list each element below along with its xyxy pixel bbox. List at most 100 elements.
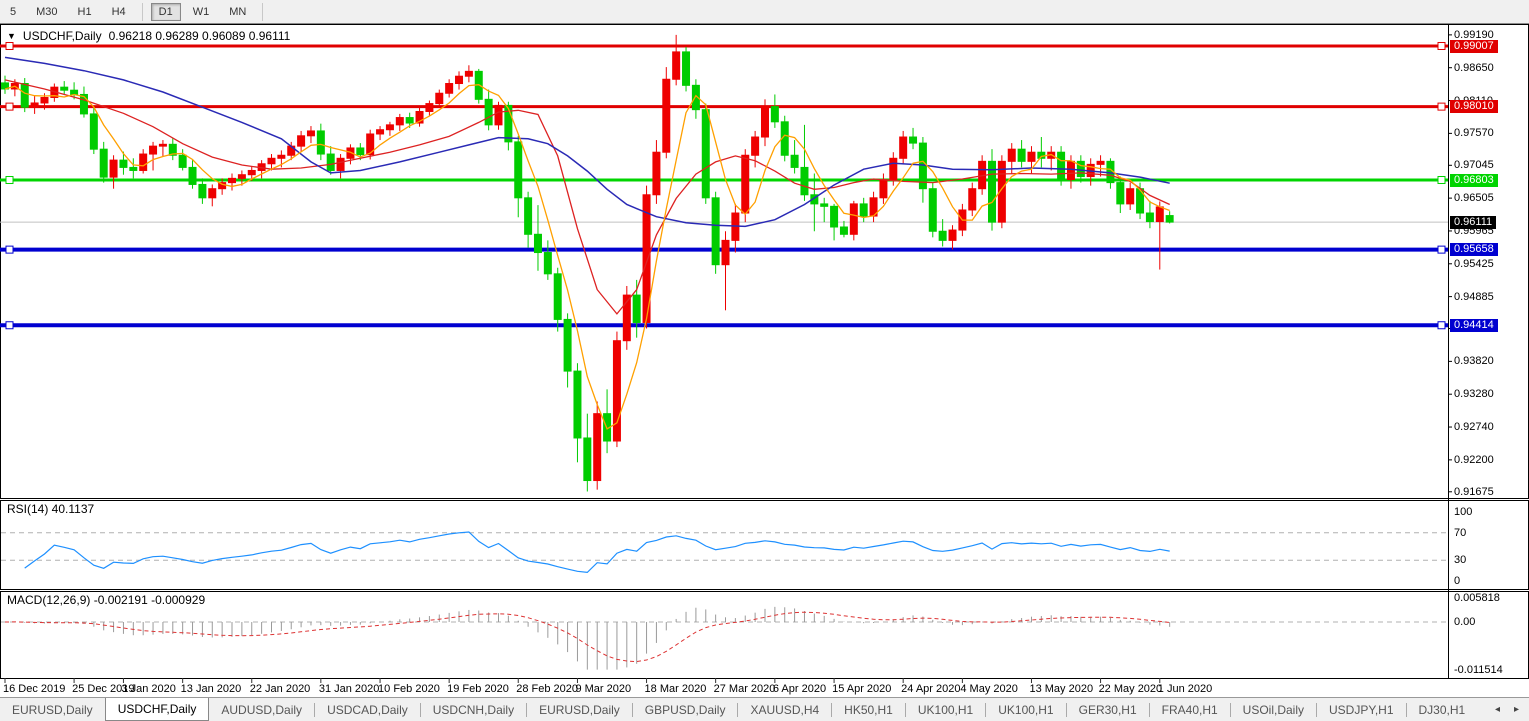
- line-handle[interactable]: [1437, 102, 1446, 111]
- candle-body: [425, 103, 434, 112]
- date-tick-label: 18 Mar 2020: [644, 683, 707, 695]
- price-chart[interactable]: ▼ USDCHF,Daily 0.96218 0.96289 0.96089 0…: [0, 24, 1529, 697]
- tab-separator: [1065, 702, 1067, 717]
- candle-body: [553, 273, 562, 320]
- chart-tab-usdjpy-h1[interactable]: USDJPY,H1: [1329, 702, 1394, 717]
- candle-body: [889, 157, 898, 181]
- chart-tab-eurusd-daily[interactable]: EURUSD,Daily: [539, 702, 620, 717]
- candle-body: [612, 340, 621, 442]
- price-tick-label: 0.92740: [1454, 421, 1494, 434]
- hline-price-label: 0.99007: [1450, 39, 1498, 53]
- candle-body: [1007, 148, 1016, 162]
- chart-tab-bar: EURUSD,Daily USDCHF,Daily AUDUSD,Daily USDC…: [0, 697, 1529, 721]
- candle-body: [178, 154, 187, 168]
- chart-tab-usoil-daily[interactable]: USOil,Daily: [1242, 702, 1305, 717]
- timeframe-button-h4[interactable]: H4: [111, 5, 126, 18]
- candle-body: [20, 83, 29, 108]
- line-handle[interactable]: [1437, 245, 1446, 254]
- chart-symbol-label: USDCHF,Daily: [22, 29, 102, 43]
- candle-body: [1076, 160, 1085, 178]
- candle-body: [297, 135, 306, 147]
- price-tick-label: 0.91675: [1454, 485, 1494, 498]
- candle-body: [751, 136, 760, 156]
- candle-body: [830, 205, 839, 228]
- candlesticks: [1, 34, 1174, 492]
- candle-body: [948, 229, 957, 241]
- candle-body: [899, 136, 908, 159]
- date-tick-label: 13 Jan 2020: [180, 683, 242, 695]
- date-tick-label: 27 Mar 2020: [713, 683, 776, 695]
- pane-border: [0, 24, 1529, 499]
- timeframe-button-w1[interactable]: W1: [192, 5, 210, 18]
- macd-axis-label: 0.00: [1454, 616, 1476, 628]
- tab-separator: [1316, 702, 1318, 717]
- line-handle[interactable]: [5, 245, 14, 254]
- chart-tab-usdcad-daily[interactable]: USDCAD,Daily: [327, 702, 408, 717]
- tab-scroll-arrows: ◂ ▸: [1495, 698, 1529, 721]
- chart-tab-xauusd-h4[interactable]: XAUUSD,H4: [750, 702, 820, 717]
- chart-tab-usdcnh-daily[interactable]: USDCNH,Daily: [432, 702, 515, 717]
- chart-tab-audusd-daily[interactable]: AUDUSD,Daily: [221, 702, 303, 717]
- line-handle[interactable]: [1437, 176, 1446, 185]
- tab-scroll-right-button[interactable]: ▸: [1513, 704, 1519, 715]
- tab-separator: [1405, 702, 1407, 717]
- rsi-line: [24, 531, 1170, 574]
- line-handle[interactable]: [5, 102, 14, 111]
- candle-body: [139, 153, 148, 171]
- candle-body: [1057, 151, 1066, 181]
- chart-tab-uk100-h1[interactable]: UK100,H1: [917, 702, 974, 717]
- timeframe-button-d1[interactable]: D1: [150, 2, 181, 21]
- line-handle[interactable]: [5, 321, 14, 330]
- candle-body: [445, 83, 454, 94]
- date-tick-label: 28 Feb 2020: [516, 683, 579, 695]
- chart-canvas[interactable]: [0, 24, 1529, 697]
- candle-body: [1096, 160, 1105, 165]
- macd-histogram: [14, 606, 1171, 670]
- candle-body: [1066, 160, 1075, 181]
- tab-scroll-left-button[interactable]: ◂: [1494, 704, 1500, 715]
- price-tick-label: 0.97045: [1454, 159, 1494, 172]
- candle-body: [247, 169, 256, 176]
- chart-tab-gbpusd-daily[interactable]: GBPUSD,Daily: [644, 702, 726, 717]
- chart-tab-dj30-h1[interactable]: DJ30,H1: [1418, 702, 1466, 717]
- line-handle[interactable]: [1437, 42, 1446, 50]
- line-handle[interactable]: [5, 176, 14, 185]
- rsi-axis-label: 30: [1454, 554, 1467, 567]
- hline-price-label: 0.94414: [1450, 318, 1498, 332]
- chart-tab-fra40-h1[interactable]: FRA40,H1: [1161, 702, 1218, 717]
- tab-separator: [1229, 702, 1231, 717]
- macd-axis-label: -0.011514: [1454, 663, 1503, 676]
- timeframe-button-mn[interactable]: MN: [229, 5, 247, 18]
- candle-body: [455, 75, 464, 85]
- candle-body: [741, 154, 750, 214]
- candle-body: [1027, 151, 1036, 162]
- ma-slow-line: [4, 56, 1170, 228]
- chart-tab-eurusd-daily[interactable]: EURUSD,Daily: [12, 702, 93, 717]
- candle-body: [583, 437, 592, 482]
- candle-body: [760, 106, 769, 138]
- timeframe-button-m30[interactable]: M30: [36, 5, 58, 18]
- date-tick-label: 31 Jan 2020: [318, 683, 380, 695]
- candle-body: [99, 148, 108, 178]
- candle-body: [89, 113, 98, 150]
- candle-body: [662, 78, 671, 153]
- candle-body: [494, 104, 503, 126]
- chart-tab-hk50-h1[interactable]: HK50,H1: [844, 702, 893, 717]
- candle-body: [770, 106, 779, 123]
- candle-body: [1165, 215, 1174, 223]
- candle-body: [682, 51, 691, 86]
- tab-separator: [737, 702, 739, 717]
- candle-body: [218, 182, 227, 190]
- candle-body: [563, 318, 572, 372]
- symbol-dropdown-icon[interactable]: ▼: [7, 31, 16, 41]
- candle-body: [1116, 182, 1125, 205]
- macd-axis-label: 0.005818: [1454, 591, 1500, 604]
- line-handle[interactable]: [1437, 321, 1446, 330]
- line-handle[interactable]: [5, 42, 14, 50]
- chart-tab-uk100-h1[interactable]: UK100,H1: [998, 702, 1054, 717]
- rsi-indicator-label: RSI(14) 40.1137: [7, 502, 95, 516]
- timeframe-button-5[interactable]: 5: [10, 5, 17, 18]
- chart-tab-usdchf-daily[interactable]: USDCHF,Daily: [104, 698, 210, 721]
- timeframe-button-h1[interactable]: H1: [77, 5, 92, 18]
- chart-tab-ger30-h1[interactable]: GER30,H1: [1078, 702, 1137, 717]
